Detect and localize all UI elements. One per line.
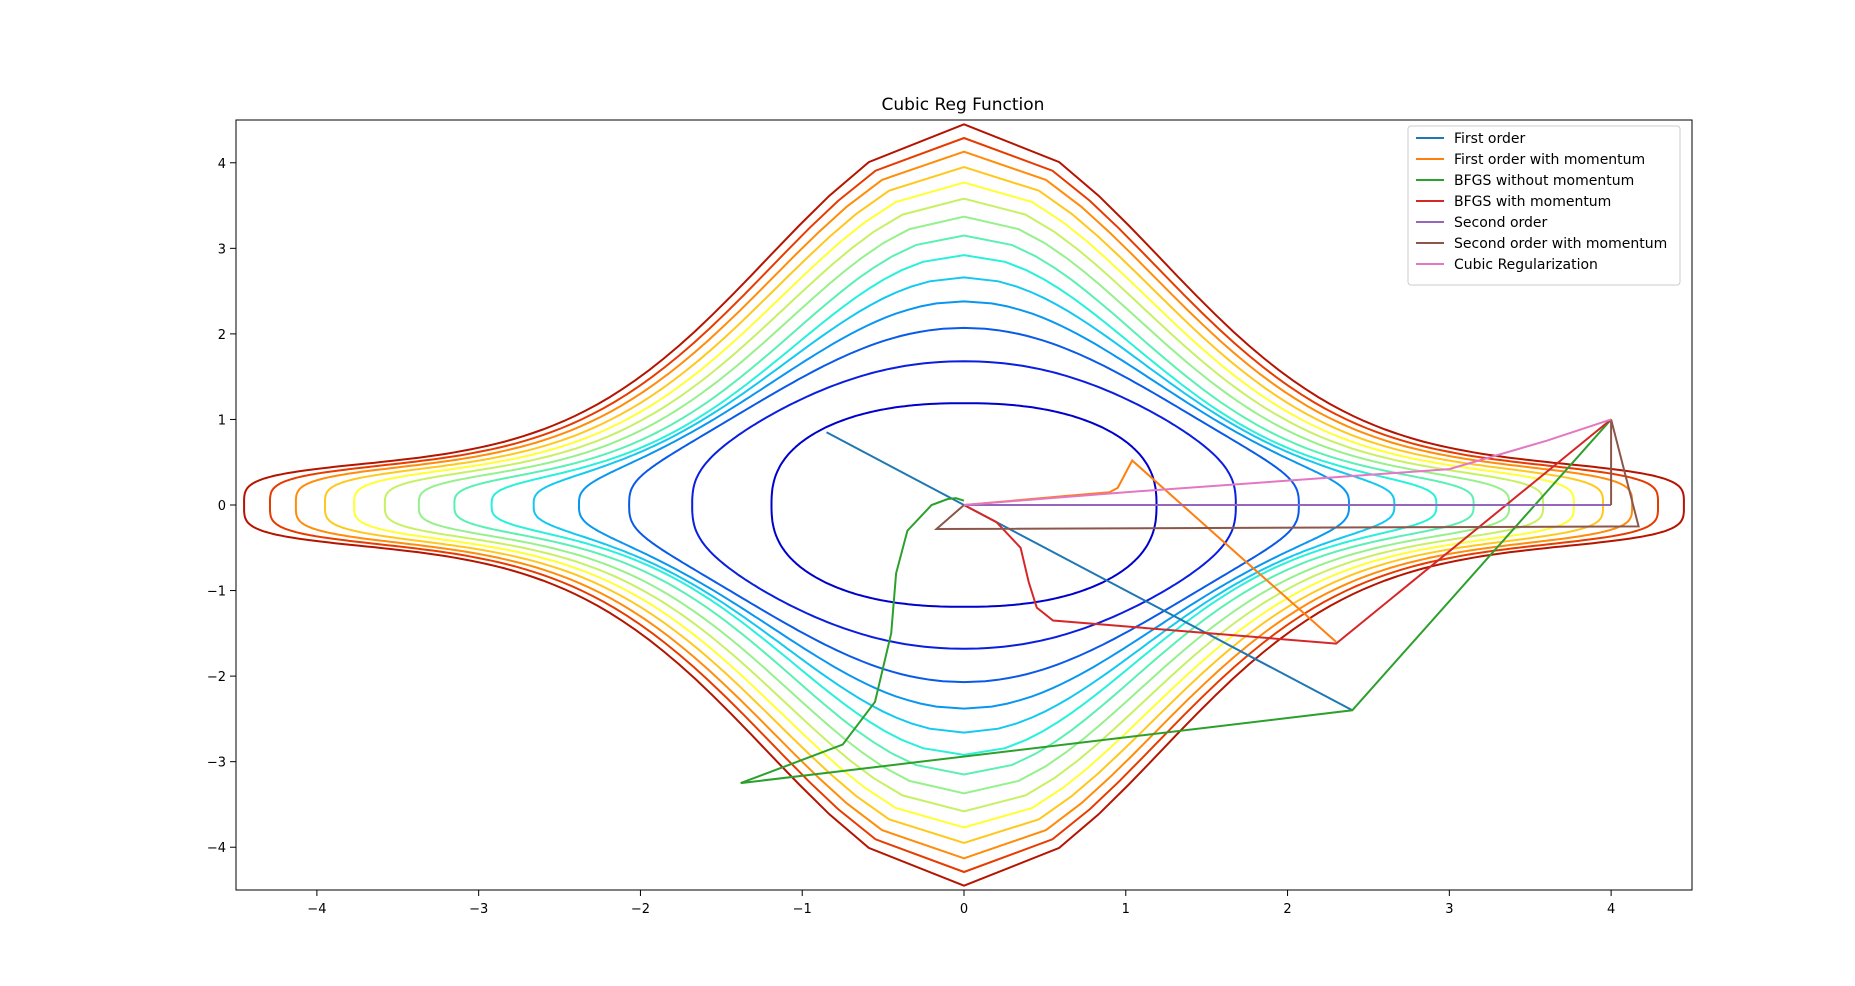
contour-line	[770, 402, 1158, 608]
contour-line	[532, 276, 1396, 734]
contour-line	[490, 254, 1438, 756]
legend: First order First order with momentum BFGS…	[1407, 125, 1681, 286]
series-line	[933, 419, 1640, 531]
legend-label: Second order	[1454, 215, 1548, 231]
x-tick-label: −2	[631, 902, 650, 917]
x-tick-label: −1	[793, 902, 812, 917]
x-tick-label: −3	[469, 902, 488, 917]
legend-label: First order with momentum	[1454, 152, 1645, 168]
y-tick-label: 4	[218, 157, 226, 172]
contour-line	[243, 123, 1685, 887]
contour-line	[353, 181, 1575, 829]
x-axis: −4 −3 −2 −1 0 1 2 3 4	[307, 890, 1615, 917]
contour-line	[691, 360, 1237, 650]
legend-label: Second order with momentum	[1454, 236, 1667, 252]
y-tick-label: −2	[207, 670, 226, 685]
contour-line	[269, 136, 1659, 874]
y-tick-label: 1	[218, 413, 226, 428]
y-tick-label: 3	[218, 242, 226, 257]
contour-line	[628, 326, 1300, 684]
x-tick-label: 2	[1283, 902, 1291, 917]
contour-line	[417, 215, 1511, 795]
y-axis: −4 −3 −2 −1 0 1 2 3 4	[207, 157, 236, 856]
optimizer-paths	[740, 418, 1640, 785]
contour-line	[383, 197, 1545, 813]
series-line	[963, 418, 1612, 506]
y-tick-label: −3	[207, 756, 226, 771]
contour-line	[294, 150, 1634, 860]
x-tick-label: 1	[1122, 902, 1130, 917]
legend-box	[1407, 125, 1681, 286]
x-tick-label: −4	[307, 902, 326, 917]
legend-label: First order	[1454, 131, 1525, 147]
contour-line	[453, 234, 1475, 776]
chart-title: Cubic Reg Function	[882, 95, 1045, 115]
y-tick-label: −1	[207, 585, 226, 600]
x-tick-label: 0	[960, 902, 968, 917]
x-tick-label: 4	[1607, 902, 1615, 917]
contour-lines	[243, 123, 1685, 887]
legend-label: BFGS without momentum	[1454, 173, 1634, 189]
legend-label: Cubic Regularization	[1454, 257, 1598, 273]
y-tick-label: 2	[218, 328, 226, 343]
contour-line	[578, 300, 1350, 710]
y-tick-label: −4	[207, 841, 226, 856]
y-tick-label: 0	[218, 499, 226, 514]
contour-line	[324, 166, 1604, 844]
x-tick-label: 3	[1445, 902, 1453, 917]
series-line	[963, 418, 1612, 645]
legend-label: BFGS with momentum	[1454, 194, 1611, 210]
series-line	[740, 418, 1612, 785]
